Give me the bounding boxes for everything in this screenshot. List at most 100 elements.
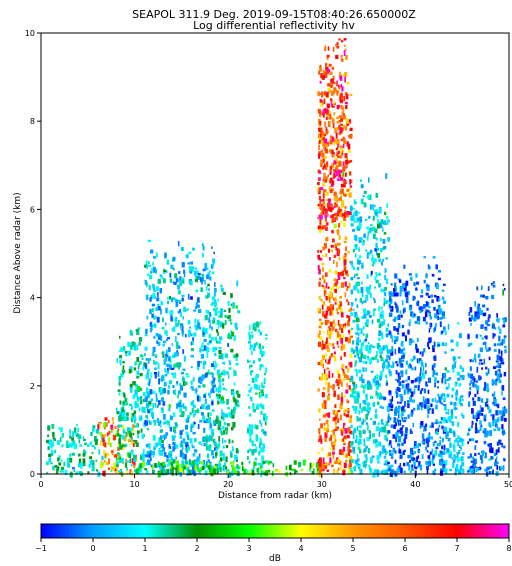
heatmap-cell [488,443,492,448]
heatmap-cell [343,277,346,280]
heatmap-cell [483,358,486,365]
heatmap-cell [220,427,222,434]
heatmap-cell [119,412,122,416]
heatmap-cell [327,295,330,300]
heatmap-cell [385,381,388,386]
heatmap-cell [187,417,190,422]
heatmap-cell [445,460,448,466]
heatmap-cell [218,424,221,431]
heatmap-cell [323,221,326,224]
heatmap-cell [489,448,493,453]
heatmap-cell [218,385,221,391]
heatmap-cell [439,308,443,315]
heatmap-cell [444,418,447,421]
heatmap-cell [501,424,504,430]
heatmap-cell [421,433,425,440]
heatmap-cell [294,470,298,473]
heatmap-cell [118,438,121,445]
heatmap-cell [331,105,335,108]
heatmap-cell [332,409,336,415]
heatmap-cell [428,337,431,344]
heatmap-cell [350,289,353,295]
heatmap-cell [318,295,321,300]
heatmap-cell [382,345,385,351]
heatmap-cell [494,370,498,376]
heatmap-cell [502,465,505,472]
heatmap-cell [325,310,329,316]
heatmap-cell [176,299,179,302]
heatmap-cell [349,160,353,163]
heatmap-cell [449,419,452,423]
heatmap-cell [439,436,441,439]
heatmap-cell [122,365,125,371]
heatmap-cell [418,307,422,311]
heatmap-cell [380,332,383,336]
heatmap-cell [327,248,330,253]
heatmap-cell [376,215,379,218]
heatmap-cell [136,370,140,375]
heatmap-cell [349,335,353,338]
heatmap-cell [335,243,338,246]
heatmap-cell [427,295,431,298]
heatmap-cell [431,423,434,426]
heatmap-cell [425,321,428,325]
heatmap-cell [364,218,368,221]
heatmap-cell [319,170,322,174]
heatmap-cell [441,393,446,397]
heatmap-cell [453,362,456,368]
heatmap-cell [207,459,210,463]
heatmap-cell [104,453,107,458]
heatmap-cell [349,442,352,447]
heatmap-cell [71,452,75,456]
heatmap-cell [329,189,333,193]
heatmap-cell [161,375,165,381]
heatmap-cell [415,348,419,353]
heatmap-cell [333,278,337,282]
heatmap-cell [129,458,132,462]
heatmap-cell [340,221,343,224]
heatmap-cell [149,297,152,302]
heatmap-cell [216,329,218,333]
heatmap-cell [343,113,345,116]
heatmap-cell [129,366,133,370]
heatmap-region-convective-upper-core [317,42,349,224]
heatmap-cell [126,470,128,475]
heatmap-cell [363,448,367,452]
heatmap-cell [357,289,360,294]
heatmap-cell [337,209,341,214]
heatmap-cell [372,420,375,426]
heatmap-cell [120,373,124,378]
heatmap-cell [169,445,172,449]
heatmap-cell [487,444,490,447]
heatmap-cell [69,453,72,457]
heatmap-cell [198,327,201,330]
heatmap-cell [399,468,403,473]
y-tick-label: 10 [25,29,35,38]
heatmap-cell [419,372,422,379]
heatmap-cell [225,445,229,449]
heatmap-cell [324,437,327,442]
heatmap-cell [214,471,217,475]
heatmap-cell [495,461,499,465]
heatmap-cell [178,366,180,370]
heatmap-cell [262,443,265,449]
heatmap-cell [235,305,238,309]
heatmap-cell [332,346,335,349]
heatmap-cell [372,226,376,231]
heatmap-cell [261,404,265,410]
heatmap-cell [431,273,435,277]
heatmap-cell [133,442,135,447]
heatmap-cell [167,420,170,426]
heatmap-cell [413,388,416,395]
heatmap-cell [349,121,352,124]
heatmap-cell [179,404,183,407]
heatmap-cell [407,403,410,409]
heatmap-cell [177,333,180,336]
heatmap-cell [173,326,176,332]
heatmap-cell [133,462,136,469]
heatmap-cell [119,439,122,446]
heatmap-cell [336,153,339,157]
heatmap-cell [327,121,330,125]
heatmap-cell [330,385,333,389]
heatmap-cell [181,326,184,332]
